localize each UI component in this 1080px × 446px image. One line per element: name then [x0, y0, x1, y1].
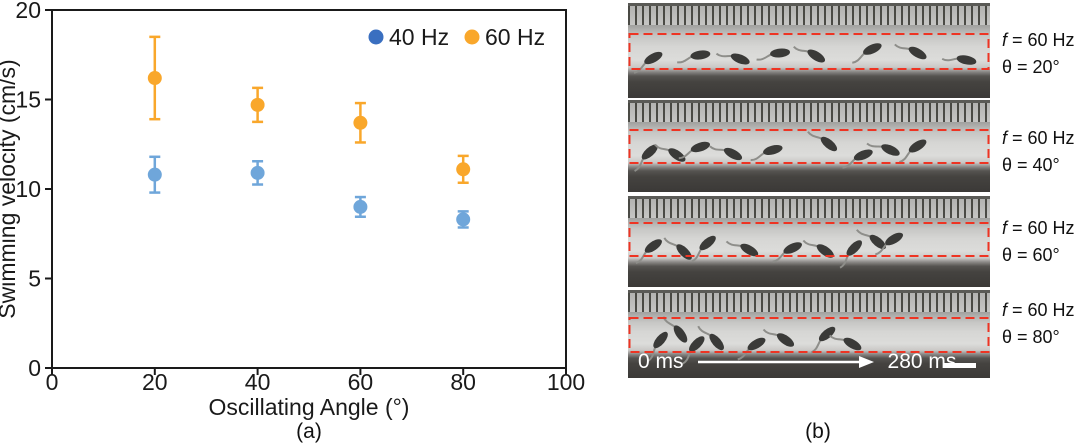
data-point-60-hz-60deg [353, 115, 368, 130]
panel-a-plot: 0 20 40 60 80 100 0 5 10 15 20 Oscillating Angle (°… [0, 0, 585, 420]
legend-marker-60-hz [464, 29, 480, 45]
robot-fish [802, 239, 834, 258]
time-end-label: 280 ms [887, 350, 957, 373]
tracking-box [628, 33, 990, 70]
y-tick-label: 10 [15, 176, 41, 202]
plot-frame [51, 9, 567, 369]
robot-fish [894, 43, 927, 60]
robot-fish [633, 51, 663, 74]
robot-fish [852, 43, 882, 64]
robot-fish [866, 142, 900, 156]
timeline: 0 ms 280 ms [638, 349, 956, 375]
frequency-label: f = 60 Hz [1002, 300, 1075, 320]
ruler-scale-icon [628, 3, 990, 28]
legend-label-40-hz: 40 Hz [389, 24, 449, 50]
data-point-40-hz-60deg [353, 199, 368, 214]
theta-label: θ = 40° [1002, 155, 1060, 175]
y-tick-label: 20 [15, 0, 41, 23]
scale-bar [943, 363, 976, 368]
photo-strip-theta-20 [628, 3, 990, 98]
y-tick-label: 0 [28, 355, 41, 381]
robot-fish [662, 316, 688, 343]
fish-overlay [628, 129, 990, 172]
fish-overlay [628, 316, 990, 365]
robot-fish [677, 50, 711, 64]
panel-a-label: (a) [296, 420, 322, 443]
frequency-label: f = 60 Hz [1002, 128, 1075, 148]
x-tick-label: 60 [348, 369, 374, 395]
robot-fish [762, 328, 795, 347]
robot-fish [874, 232, 904, 256]
robot-fish [634, 144, 658, 172]
robot-fish [725, 240, 759, 257]
ruler-scale-icon [628, 196, 990, 221]
ruler-scale-icon [628, 100, 990, 125]
robot-fish [855, 229, 886, 250]
robot-fish [697, 325, 724, 351]
x-tick-label: 0 [46, 369, 59, 395]
strip-label-60: f = 60 Hz θ = 60° [1002, 215, 1075, 269]
data-point-60-hz-80deg [456, 162, 471, 177]
fish-overlay [628, 33, 990, 74]
data-point-40-hz-80deg [456, 212, 471, 227]
timeline-arrow-icon [697, 356, 874, 368]
fish-overlay [628, 222, 990, 269]
robot-fish [772, 242, 802, 263]
x-tick-label: 80 [450, 369, 476, 395]
robot-fish [941, 55, 977, 65]
panel-b-label: (b) [805, 420, 831, 443]
robot-fish [828, 334, 862, 351]
x-tick-label: 100 [547, 369, 585, 395]
frequency-label: f = 60 Hz [1002, 218, 1075, 238]
data-point-60-hz-20deg [147, 71, 162, 86]
robot-fish [715, 52, 750, 65]
robot-fish [899, 139, 927, 164]
legend-label-60-hz: 60 Hz [485, 24, 545, 50]
robot-fish [737, 337, 766, 361]
robot-fish [663, 237, 692, 260]
data-point-40-hz-40deg [250, 165, 265, 180]
legend-marker-40-hz [368, 29, 384, 45]
photo-strip-theta-60 [628, 196, 990, 287]
strip-label-20: f = 60 Hz θ = 20° [1002, 27, 1075, 81]
panel-a: 0 20 40 60 80 100 0 5 10 15 20 Oscillating Angle (°… [0, 0, 585, 420]
robot-fish [807, 131, 838, 152]
robot-fish [839, 240, 862, 269]
y-tick-label: 5 [28, 266, 41, 292]
robot-fish [793, 45, 826, 63]
theta-label: θ = 60° [1002, 245, 1060, 265]
robot-fish [691, 235, 716, 263]
x-tick-label: 40 [245, 369, 271, 395]
strip-label-40: f = 60 Hz θ = 40° [1002, 125, 1075, 179]
frequency-label: f = 60 Hz [1002, 30, 1075, 50]
channel-photo [628, 25, 990, 98]
x-tick-label: 20 [142, 369, 168, 395]
photo-strip-theta-40 [628, 100, 990, 192]
y-axis-label: Swimming velocity (cm/s) [0, 59, 20, 318]
data-point-40-hz-20deg [147, 167, 162, 182]
robot-fish [682, 336, 705, 365]
robot-fish [750, 145, 783, 162]
robot-fish [756, 48, 790, 61]
x-axis-label: Oscillating Angle (°) [209, 394, 410, 420]
robot-fish [678, 141, 711, 160]
time-start-label: 0 ms [638, 350, 684, 373]
theta-label: θ = 80° [1002, 327, 1060, 347]
channel-photo [628, 312, 990, 378]
theta-label: θ = 20° [1002, 57, 1060, 77]
photo-strip-theta-80: 0 ms 280 ms [628, 290, 990, 378]
ruler-scale-icon [628, 290, 990, 315]
robot-fish [654, 143, 686, 162]
robot-fish [709, 145, 743, 161]
data-point-60-hz-40deg [250, 97, 265, 112]
strip-label-80: f = 60 Hz θ = 80° [1002, 297, 1075, 351]
robot-fish [842, 149, 873, 169]
y-tick-label: 15 [15, 87, 41, 113]
robot-fish [635, 239, 662, 264]
robot-fish [647, 331, 668, 362]
